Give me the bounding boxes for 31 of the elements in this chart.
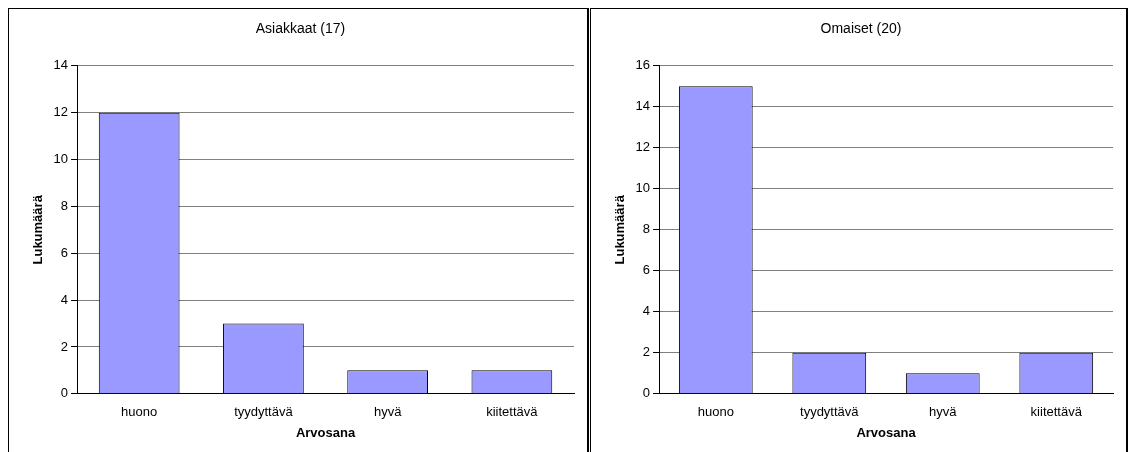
chart-title: Asiakkaat (17) [255, 20, 346, 37]
y-tick-label: 10 [635, 180, 651, 196]
y-tick-label: 0 [642, 385, 651, 401]
x-tick-label: tyydyttävä [800, 404, 860, 420]
y-tick-label: 0 [60, 385, 69, 401]
y-tick-label: 14 [635, 98, 651, 114]
x-tick-label: tyydyttävä [234, 404, 294, 420]
x-tick-label: hyvä [929, 404, 958, 420]
y-tick-label: 6 [60, 244, 69, 260]
x-tick-label: huono [697, 404, 734, 420]
x-axis-title: Arvosana [295, 424, 356, 440]
y-tick-label: 10 [53, 151, 69, 167]
y-tick-label: 12 [53, 104, 69, 120]
x-tick-label: kiitettävä [486, 404, 539, 420]
chart-title: Omaiset (20) [820, 20, 902, 37]
x-tick-label: huono [121, 404, 158, 420]
y-tick-label: 4 [60, 291, 69, 307]
y-tick-label: 8 [60, 197, 69, 213]
y-tick-label: 2 [642, 344, 651, 360]
x-tick-label: hyvä [373, 404, 403, 420]
y-axis-title: Lukumäärä [30, 194, 46, 265]
y-tick-label: 4 [642, 303, 651, 319]
y-tick-label: 12 [635, 139, 651, 155]
y-axis-title: Lukumäärä [612, 194, 628, 265]
y-tick-label: 14 [53, 57, 69, 73]
y-tick-label: 6 [642, 262, 651, 278]
x-axis-title: Arvosana [856, 424, 917, 440]
y-tick-label: 2 [60, 338, 69, 354]
y-tick-label: 16 [635, 57, 651, 73]
y-tick-label: 8 [642, 221, 651, 237]
x-tick-label: kiitettävä [1030, 404, 1083, 420]
